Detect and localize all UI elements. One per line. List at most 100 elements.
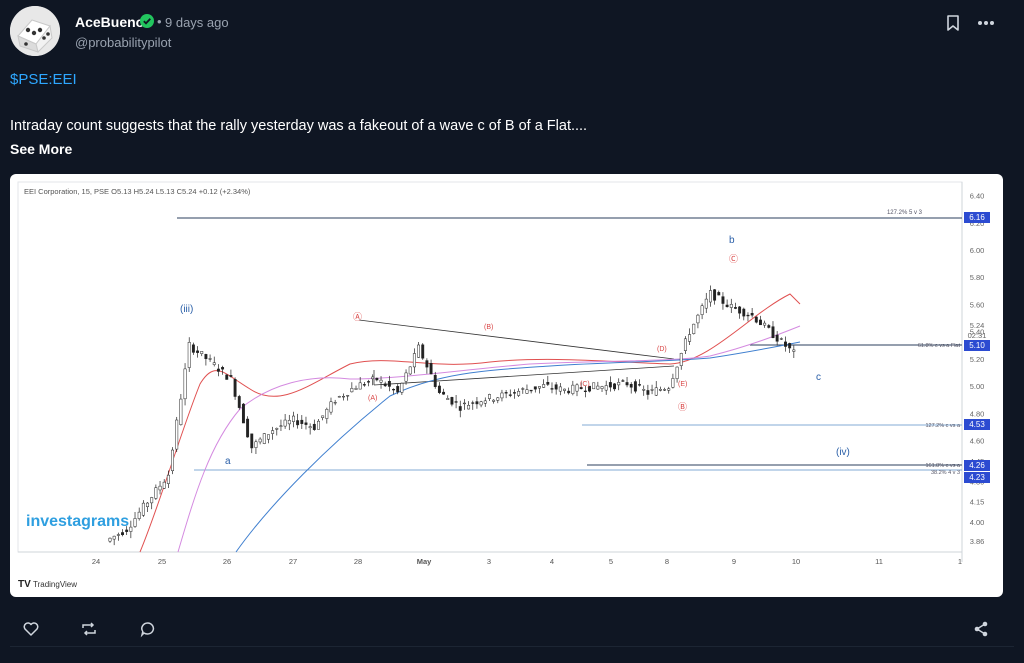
candle-body (141, 502, 145, 516)
candle-body (179, 398, 183, 425)
candle-body (383, 383, 387, 387)
x-tick-label: 5 (609, 557, 613, 566)
candle-body (300, 419, 304, 424)
candle-body (187, 342, 191, 368)
candle-body (692, 323, 696, 334)
y-tick-label: 6.20 (970, 219, 985, 228)
y-tick-label: 4.80 (970, 409, 985, 418)
candle-body (171, 449, 174, 471)
candle-body (342, 395, 345, 398)
candle-body (708, 290, 712, 303)
candle-body (241, 403, 245, 424)
candle-body (317, 420, 320, 430)
x-tick-label: 8 (665, 557, 669, 566)
candle-body (396, 386, 400, 393)
comment-icon[interactable] (139, 620, 157, 638)
candle-body (150, 497, 154, 504)
candle-body (638, 384, 642, 386)
candle-body (162, 481, 166, 489)
candle-body (725, 304, 729, 308)
candle-body (608, 382, 612, 388)
share-icon[interactable] (972, 620, 990, 638)
candle-body (283, 419, 287, 427)
avatar[interactable] (10, 6, 60, 56)
wave-label-c: c (816, 372, 821, 383)
candle-body (500, 392, 504, 399)
candle-body (713, 289, 717, 301)
candle-body (191, 344, 195, 353)
candle-body (146, 502, 149, 507)
investagrams-watermark: investagrams (26, 513, 129, 530)
candle-body (212, 362, 216, 365)
candle-body (471, 402, 475, 404)
candle-body (437, 385, 441, 393)
candle-body (308, 426, 312, 429)
ticker-link[interactable]: $PSE:EEI (10, 71, 77, 88)
bookmark-icon[interactable] (944, 14, 962, 32)
candle-body (425, 360, 429, 368)
candle-body (521, 388, 525, 390)
candle-body (613, 383, 616, 390)
candle-body (266, 434, 270, 440)
price-tags: 6.16 5.24 02:31 5.10 4.53 4.26 4.23 (964, 212, 990, 483)
price-tag-453: 4.53 (969, 420, 985, 429)
candle-body (671, 378, 675, 388)
author-handle[interactable]: @probabilitypilot (75, 35, 172, 50)
candle-body (496, 397, 500, 401)
wave-label-a: a (225, 456, 231, 467)
candle-body (775, 334, 779, 342)
candle-body (275, 428, 279, 430)
wave-label-C: (C) (580, 381, 590, 388)
candle-body (784, 341, 787, 347)
wave-label-C-circle: Ⓒ (729, 254, 738, 264)
see-more-button[interactable]: See More (10, 141, 73, 157)
candle-body (746, 314, 750, 317)
price-tag-510: 5.10 (969, 341, 985, 350)
candle-body (688, 334, 692, 342)
chart-image[interactable]: 6.40 6.20 6.00 5.80 5.60 5.40 5.20 5.00 4.80 4.60… (10, 174, 1003, 597)
candle-body (137, 511, 141, 519)
more-icon[interactable] (976, 14, 996, 32)
y-tick-label: 5.60 (970, 300, 985, 309)
candle-body (592, 382, 596, 390)
candle-body (216, 368, 220, 372)
divider (10, 646, 1014, 647)
candle-body (279, 425, 283, 427)
candle-body (350, 388, 354, 393)
candle-body (604, 385, 608, 391)
candle-body (166, 474, 170, 484)
x-tick-label: 27 (289, 557, 297, 566)
candle-body (663, 389, 667, 391)
candle-body (433, 374, 437, 387)
candle-body (458, 406, 462, 411)
candle-body (617, 382, 621, 386)
repost-icon[interactable] (80, 620, 98, 638)
candle-body (479, 401, 483, 406)
candle-body (250, 433, 254, 449)
candle-body (229, 375, 233, 377)
candle-body (704, 298, 708, 309)
candle-body (567, 390, 571, 394)
candle-body (525, 389, 529, 394)
candle-body (554, 384, 558, 390)
time-separator: • (157, 14, 162, 29)
wave-label-iii: (iii) (180, 304, 193, 315)
author-name[interactable]: AceBueno (75, 14, 145, 30)
like-icon[interactable] (22, 620, 40, 638)
candle-body (575, 384, 579, 392)
price-tag-616: 6.16 (969, 213, 985, 222)
x-tick-label: 24 (92, 557, 100, 566)
y-tick-label: 6.00 (970, 246, 985, 255)
x-tick-label: 28 (354, 557, 362, 566)
candle-body (513, 392, 516, 394)
x-tick-label: 10 (792, 557, 800, 566)
candle-body (667, 388, 671, 391)
candle-body (404, 372, 408, 382)
candle-body (508, 394, 512, 396)
x-tick-label: 9 (732, 557, 736, 566)
candle-body (462, 402, 466, 405)
candle-body (563, 388, 566, 391)
candle-body (642, 389, 646, 391)
candle-body (729, 304, 733, 308)
action-bar (0, 610, 1024, 646)
